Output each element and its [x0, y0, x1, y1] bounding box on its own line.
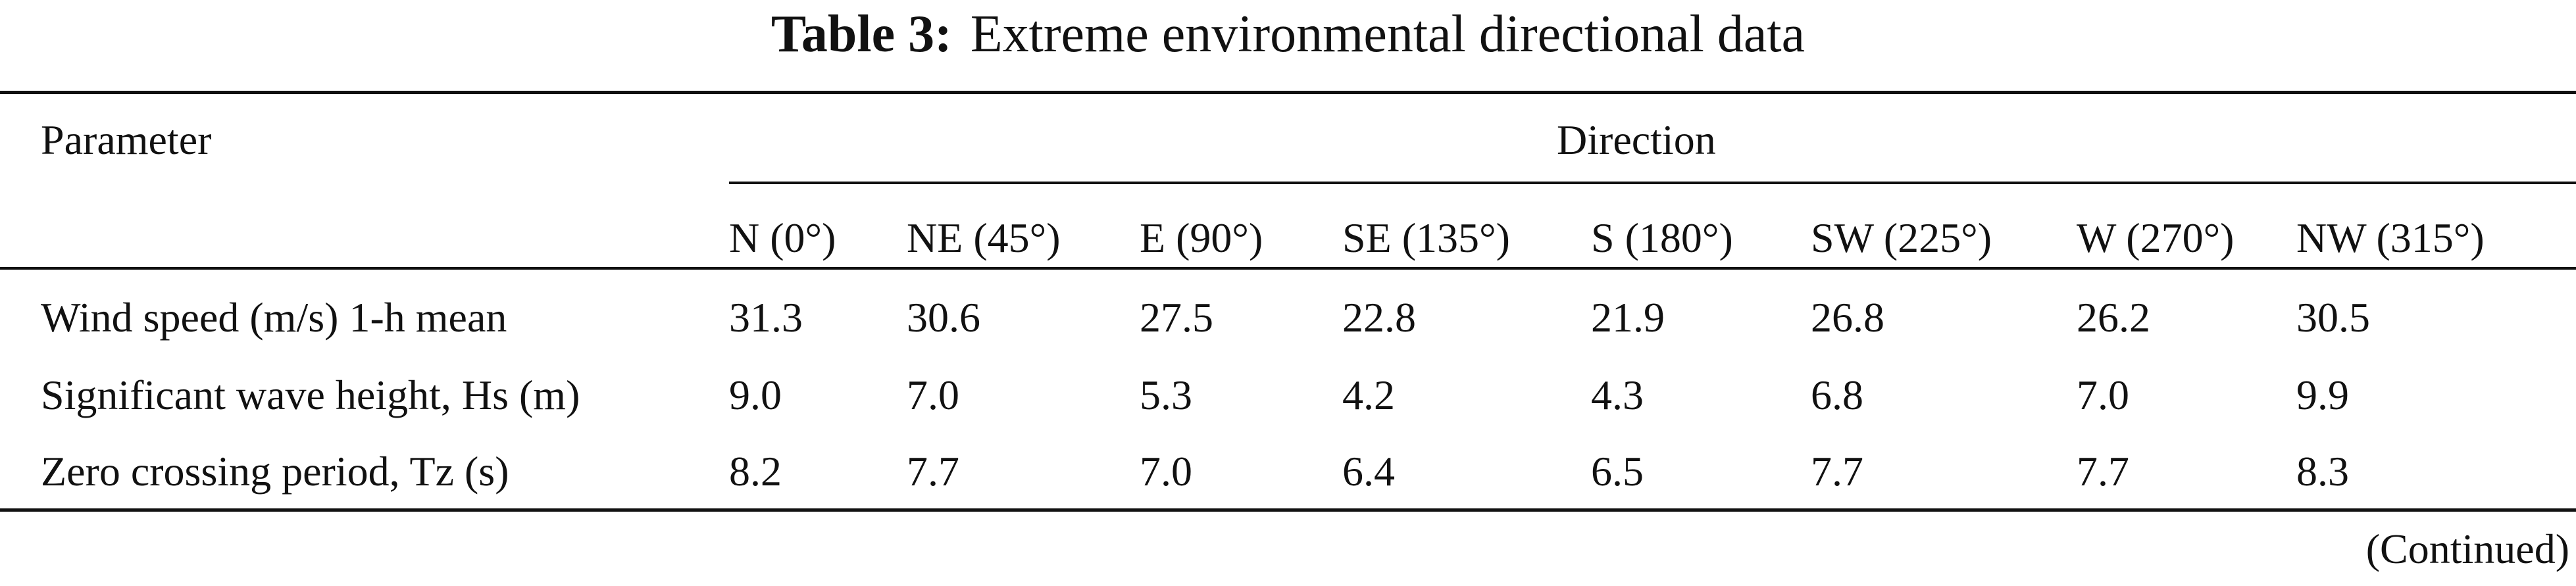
- table-cell: 4.3: [1591, 372, 1644, 418]
- table-cell: 6.5: [1591, 448, 1644, 495]
- direction-group-rule: [729, 182, 2576, 184]
- table-cell: 7.0: [907, 372, 959, 418]
- table-caption-label: Table 3:: [770, 5, 952, 63]
- direction-column-header: SW (225°): [1811, 214, 1992, 261]
- table-cell: 26.2: [2077, 294, 2150, 341]
- table-cell: 6.8: [1811, 372, 1863, 418]
- direction-column-header: N (0°): [729, 214, 836, 261]
- table-cell: 8.2: [729, 448, 782, 495]
- table-cell: 7.0: [1140, 448, 1192, 495]
- table-cell: 26.8: [1811, 294, 1884, 341]
- row-parameter-label: Significant wave height, Hs (m): [41, 372, 580, 418]
- direction-column-header: E (90°): [1140, 214, 1263, 261]
- header-bottom-rule: [0, 267, 2576, 270]
- table-cell: 30.6: [907, 294, 980, 341]
- table-caption: Table 3: Extreme environmental directiona…: [0, 0, 2576, 79]
- table-cell: 4.2: [1342, 372, 1395, 418]
- table-cell: 8.3: [2296, 448, 2349, 495]
- table-cell: 9.9: [2296, 372, 2349, 418]
- table-cell: 27.5: [1140, 294, 1213, 341]
- row-parameter-label: Zero crossing period, Tz (s): [41, 448, 509, 495]
- table-cell: 7.7: [2077, 448, 2129, 495]
- direction-column-header: SE (135°): [1342, 214, 1510, 261]
- table-cell: 30.5: [2296, 294, 2370, 341]
- direction-column-header: NE (45°): [907, 214, 1061, 261]
- table-cell: 5.3: [1140, 372, 1192, 418]
- table-cell: 21.9: [1591, 294, 1665, 341]
- table-caption-text: Extreme environmental directional data: [970, 5, 1806, 63]
- continued-note: (Continued): [2365, 525, 2569, 572]
- table-bottom-rule: [0, 508, 2576, 512]
- table-top-rule: [0, 91, 2576, 94]
- parameter-header: Parameter: [41, 116, 212, 163]
- table-cell: 7.0: [2077, 372, 2129, 418]
- table-cell: 7.7: [907, 448, 959, 495]
- row-parameter-label: Wind speed (m/s) 1-h mean: [41, 294, 507, 341]
- table-cell: 7.7: [1811, 448, 1863, 495]
- direction-column-header: W (270°): [2077, 214, 2235, 261]
- direction-column-header: S (180°): [1591, 214, 1733, 261]
- table-cell: 9.0: [729, 372, 782, 418]
- table-cell: 6.4: [1342, 448, 1395, 495]
- direction-header: Direction: [1557, 116, 1716, 163]
- direction-column-header: NW (315°): [2296, 214, 2485, 261]
- table-cell: 31.3: [729, 294, 803, 341]
- table-cell: 22.8: [1342, 294, 1416, 341]
